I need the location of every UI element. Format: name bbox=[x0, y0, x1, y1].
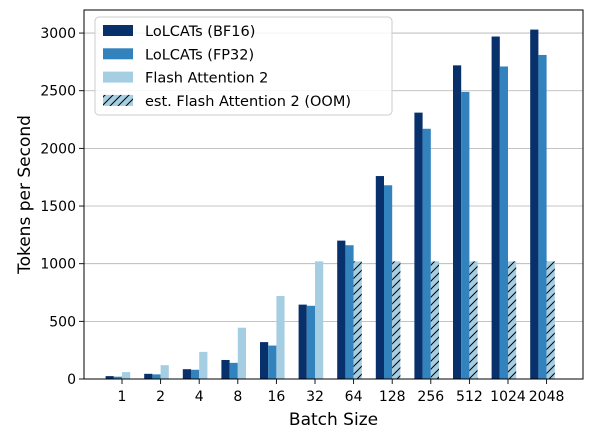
bar-lolcats-fp32 bbox=[538, 54, 547, 380]
legend-label: LoLCATs (BF16) bbox=[145, 24, 255, 40]
bar-lolcats-bf16 bbox=[221, 359, 230, 379]
bar-est-flash-attention-2-oom bbox=[469, 261, 478, 379]
bar-est-flash-attention-2-oom bbox=[430, 261, 439, 379]
x-tick-label: 1 bbox=[118, 389, 127, 405]
bar-flash-attention-2 bbox=[237, 327, 246, 379]
legend-label: est. Flash Attention 2 (OOM) bbox=[145, 94, 351, 110]
legend-label: Flash Attention 2 bbox=[145, 71, 268, 87]
bar-flash-attention-2 bbox=[160, 365, 169, 379]
y-tick-label: 0 bbox=[67, 372, 76, 388]
legend-label: LoLCATs (FP32) bbox=[145, 47, 254, 63]
x-axis-title: Batch Size bbox=[289, 410, 378, 430]
legend-swatch bbox=[103, 71, 133, 83]
bar-flash-attention-2 bbox=[122, 372, 131, 379]
y-tick-label: 2000 bbox=[40, 141, 76, 157]
bar-lolcats-fp32 bbox=[306, 305, 315, 379]
legend-swatch bbox=[103, 25, 133, 36]
legend: LoLCATs (BF16) LoLCATs (FP32) Flash Attent… bbox=[94, 16, 393, 116]
bar-lolcats-bf16 bbox=[491, 36, 500, 379]
plot-frame bbox=[83, 9, 584, 380]
y-tick-label: 500 bbox=[49, 314, 76, 330]
y-axis-title: Tokens per Second bbox=[15, 115, 35, 275]
bar-lolcats-fp32 bbox=[152, 374, 161, 379]
bar-lolcats-fp32 bbox=[229, 362, 238, 379]
legend-swatch bbox=[103, 48, 133, 60]
x-tick-label: 2 bbox=[156, 389, 165, 405]
x-tick-label: 128 bbox=[379, 389, 406, 405]
bar-est-flash-attention-2-oom bbox=[546, 261, 555, 379]
bar-lolcats-fp32 bbox=[113, 376, 122, 379]
x-tick-label: 512 bbox=[456, 389, 483, 405]
x-tick-label: 64 bbox=[345, 389, 363, 405]
x-tick-label: 256 bbox=[417, 389, 444, 405]
x-tick-label: 4 bbox=[195, 389, 204, 405]
bar-lolcats-bf16 bbox=[453, 65, 462, 379]
bar-est-flash-attention-2-oom bbox=[508, 261, 517, 379]
bar-lolcats-bf16 bbox=[298, 304, 307, 379]
y-tick-label: 2500 bbox=[40, 84, 76, 100]
bars bbox=[105, 29, 555, 380]
bar-lolcats-fp32 bbox=[422, 128, 431, 379]
bar-est-flash-attention-2-oom bbox=[392, 261, 401, 379]
x-tick-label: 16 bbox=[267, 389, 285, 405]
bar-lolcats-bf16 bbox=[260, 342, 269, 379]
x-tick-label: 32 bbox=[306, 389, 324, 405]
bar-lolcats-fp32 bbox=[345, 245, 354, 379]
bar-lolcats-bf16 bbox=[375, 176, 384, 379]
bar-flash-attention-2 bbox=[315, 261, 324, 379]
x-tick-label: 8 bbox=[233, 389, 242, 405]
bar-lolcats-bf16 bbox=[105, 376, 114, 379]
bar-lolcats-fp32 bbox=[384, 185, 393, 379]
x-tick-label: 1024 bbox=[490, 389, 526, 405]
y-tick-label: 3000 bbox=[40, 26, 76, 42]
bar-lolcats-fp32 bbox=[499, 66, 508, 380]
bar-est-flash-attention-2-oom bbox=[353, 261, 362, 379]
axes: 0 500 1000 1500 2000 2500 3000 1 2 4 8 16 32 64 128 256… bbox=[40, 9, 584, 405]
bar-lolcats-bf16 bbox=[144, 373, 153, 379]
x-tick-label: 2048 bbox=[529, 389, 565, 405]
bar-lolcats-bf16 bbox=[530, 29, 539, 380]
bar-lolcats-bf16 bbox=[337, 240, 346, 379]
bar-flash-attention-2 bbox=[199, 351, 208, 379]
bar-flash-attention-2 bbox=[276, 295, 285, 379]
bar-lolcats-bf16 bbox=[182, 369, 191, 379]
bar-lolcats-bf16 bbox=[414, 112, 423, 380]
legend-frame bbox=[94, 16, 393, 116]
bar-lolcats-fp32 bbox=[268, 345, 277, 379]
legend-swatch bbox=[103, 94, 133, 106]
bar-lolcats-fp32 bbox=[191, 369, 200, 379]
y-tick-label: 1000 bbox=[40, 257, 76, 273]
bar-lolcats-fp32 bbox=[461, 91, 470, 379]
y-tick-label: 1500 bbox=[40, 199, 76, 215]
